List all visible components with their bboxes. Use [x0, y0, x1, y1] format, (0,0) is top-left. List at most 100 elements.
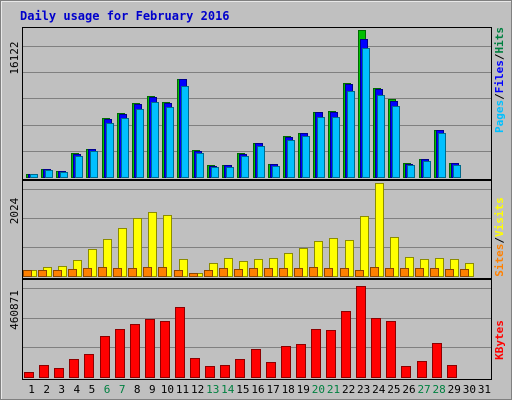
bar-sites-day-6	[98, 267, 107, 277]
bar-pages-day-4	[75, 156, 83, 178]
x-tick-label: 7	[119, 383, 126, 396]
legend-entry: /	[493, 237, 506, 244]
bar-pages-day-18	[287, 140, 295, 178]
x-tick-label: 21	[327, 383, 340, 396]
bar-kbytes-day-4	[69, 359, 79, 378]
bar-kbytes-day-22	[341, 311, 351, 378]
x-tick-label: 30	[463, 383, 476, 396]
x-axis-labels: 1 2 3 4 5 6 7 8 9 10 11 12 13 14 15 16 17 18 19 20 21 22 23 24 2…	[28, 383, 491, 396]
bar-sites-day-12	[189, 273, 198, 277]
legend-kbytes: KBytes	[493, 320, 506, 360]
y-max-label: 460871	[8, 290, 21, 330]
bar-kbytes-day-6	[100, 336, 110, 378]
bar-sites-day-25	[385, 268, 394, 277]
bar-kbytes-day-8	[130, 324, 140, 378]
chart-title: Daily usage for February 2016	[20, 9, 230, 23]
legend-entry: /	[493, 93, 506, 100]
bar-kbytes-day-24	[371, 318, 381, 378]
bar-sites-day-29	[445, 269, 454, 277]
bar-kbytes-day-28	[432, 343, 442, 378]
bar-visits-day-4	[73, 260, 82, 277]
bar-pages-day-19	[302, 136, 310, 178]
legend-entry: Sites	[493, 244, 506, 277]
bar-pages-day-23	[362, 48, 370, 178]
bar-pages-day-22	[347, 91, 355, 178]
bar-visits-day-26	[405, 257, 414, 277]
x-tick-label: 15	[236, 383, 249, 396]
bar-kbytes-day-5	[84, 354, 94, 378]
x-tick-label: 8	[134, 383, 141, 396]
bar-kbytes-day-19	[296, 344, 306, 378]
bar-sites-day-19	[294, 268, 303, 277]
bar-kbytes-day-13	[205, 366, 215, 378]
x-tick-label: 11	[176, 383, 189, 396]
bar-sites-day-30	[460, 269, 469, 277]
bar-sites-day-10	[158, 267, 167, 277]
bar-pages-day-7	[121, 118, 129, 178]
bar-kbytes-day-7	[115, 329, 125, 378]
bar-pages-day-12	[196, 153, 204, 178]
x-tick-label: 17	[266, 383, 279, 396]
x-tick-label: 18	[282, 383, 295, 396]
bar-visits-day-9	[148, 212, 157, 277]
x-tick-label: 28	[433, 383, 446, 396]
bar-kbytes-day-14	[220, 365, 230, 378]
bar-pages-day-21	[332, 117, 340, 178]
bar-sites-day-3	[53, 270, 62, 277]
bar-visits-day-5	[88, 249, 97, 277]
x-tick-label: 19	[297, 383, 310, 396]
bar-kbytes-day-16	[251, 349, 261, 378]
bar-visits-day-10	[163, 215, 172, 277]
bar-sites-day-1	[23, 270, 32, 277]
x-tick-label: 13	[206, 383, 219, 396]
bar-kbytes-day-12	[190, 358, 200, 378]
legend-entry: Visits	[493, 197, 506, 237]
x-tick-label: 23	[357, 383, 370, 396]
x-tick-label: 3	[58, 383, 65, 396]
bar-kbytes-day-1	[24, 372, 34, 378]
bar-sites-day-28	[430, 268, 439, 277]
x-tick-label: 2	[43, 383, 50, 396]
x-tick-label: 1	[28, 383, 35, 396]
bar-pages-day-13	[211, 167, 219, 178]
bar-sites-day-7	[113, 268, 122, 277]
x-tick-label: 25	[387, 383, 400, 396]
bar-kbytes-day-15	[235, 359, 245, 378]
bar-visits-day-23	[360, 216, 369, 277]
bar-visits-day-14	[224, 258, 233, 277]
bar-visits-day-18	[284, 253, 293, 277]
bar-kbytes-day-21	[326, 330, 336, 378]
legend-entry: /	[493, 53, 506, 60]
legend-hits: Pages/Files/Hits	[493, 27, 506, 133]
x-tick-label: 9	[149, 383, 156, 396]
legend-visits: Sites/Visits	[493, 197, 506, 277]
x-tick-label: 10	[161, 383, 174, 396]
panel-visits: 2024 Sites/Visits	[8, 180, 506, 279]
bar-visits-day-22	[345, 240, 354, 277]
bar-pages-day-8	[136, 109, 144, 178]
bar-kbytes-day-10	[160, 321, 170, 378]
bar-pages-day-20	[317, 117, 325, 178]
bar-sites-day-16	[249, 268, 258, 277]
bar-sites-day-2	[38, 270, 47, 277]
panel-kbytes: 460871 KBytes	[8, 279, 506, 380]
bar-kbytes-day-26	[401, 366, 411, 378]
bar-kbytes-day-29	[447, 365, 457, 378]
bar-kbytes-day-27	[417, 361, 427, 378]
bar-pages-day-9	[151, 102, 159, 178]
bar-sites-day-26	[400, 268, 409, 277]
bar-sites-day-20	[309, 267, 318, 277]
bar-pages-day-5	[90, 151, 98, 178]
bar-visits-day-20	[314, 241, 323, 277]
y-max-label: 2024	[8, 197, 21, 224]
bar-sites-day-27	[415, 268, 424, 277]
bar-kbytes-day-3	[54, 368, 64, 378]
bar-kbytes-day-2	[39, 365, 49, 378]
x-tick-label: 27	[417, 383, 430, 396]
legend-entry: Files	[493, 60, 506, 93]
x-tick-label: 16	[251, 383, 264, 396]
bar-visits-day-11	[179, 259, 188, 277]
bar-pages-day-29	[453, 165, 461, 178]
x-tick-label: 4	[74, 383, 81, 396]
x-tick-label: 14	[221, 383, 235, 396]
